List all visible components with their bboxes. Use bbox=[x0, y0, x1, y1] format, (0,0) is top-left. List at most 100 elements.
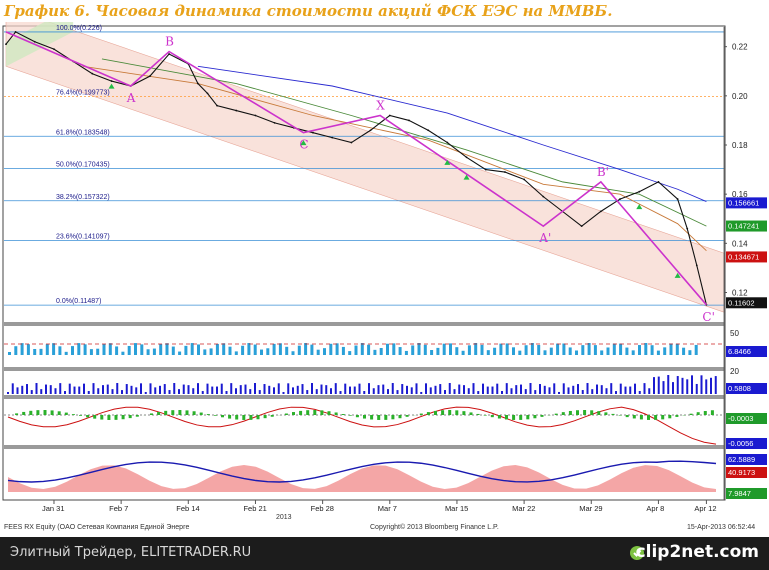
volume-bar bbox=[78, 386, 81, 394]
price-point bbox=[91, 72, 94, 75]
x-tick-label: Feb 21 bbox=[243, 504, 266, 513]
volume-bar bbox=[543, 385, 546, 394]
histogram-bar bbox=[52, 343, 56, 355]
histogram-bar bbox=[600, 350, 604, 355]
oscillator-bar bbox=[313, 410, 317, 415]
volume-bar bbox=[700, 375, 703, 394]
volume-bar bbox=[619, 383, 622, 394]
volume-bar bbox=[40, 389, 43, 394]
volume-bar bbox=[87, 391, 90, 394]
volume-bar bbox=[429, 387, 432, 394]
volume-bar bbox=[30, 390, 33, 394]
histogram-bar bbox=[323, 348, 326, 355]
histogram-bar bbox=[26, 344, 30, 355]
oscillator-bar bbox=[284, 413, 288, 415]
histogram-bar bbox=[171, 346, 175, 355]
oscillator-bar bbox=[647, 415, 650, 420]
price-point bbox=[657, 180, 660, 183]
x-tick-label: Feb 7 bbox=[109, 504, 128, 513]
volume-bar bbox=[187, 385, 190, 394]
oscillator-bar bbox=[93, 415, 97, 419]
oscillator-bar bbox=[43, 410, 47, 415]
oscillator-bar bbox=[334, 412, 338, 415]
volume-bar bbox=[491, 386, 494, 394]
oscillator-bar bbox=[256, 415, 260, 420]
price-point bbox=[168, 53, 171, 55]
volume-bar bbox=[534, 390, 537, 394]
histogram-bar bbox=[631, 350, 635, 355]
histogram-bar bbox=[184, 345, 188, 355]
clip-icon bbox=[630, 546, 644, 560]
histogram-bar bbox=[115, 346, 119, 355]
volume-bar bbox=[562, 383, 565, 394]
dmi-area bbox=[8, 465, 716, 492]
price-point bbox=[216, 104, 218, 107]
oscillator-bar bbox=[135, 415, 139, 417]
volume-bar bbox=[406, 385, 408, 394]
signal-arrow bbox=[463, 174, 470, 180]
oscillator-bar bbox=[426, 412, 430, 415]
histogram-bar bbox=[512, 347, 515, 355]
volume-bar bbox=[216, 386, 218, 394]
signal-arrow bbox=[444, 159, 451, 165]
volume-bar bbox=[125, 384, 128, 394]
oscillator-bar bbox=[561, 412, 565, 415]
histogram-bar bbox=[20, 343, 24, 355]
oscillator-bar bbox=[434, 410, 437, 415]
panel-badge-bg bbox=[726, 488, 767, 499]
volume-bar bbox=[391, 383, 394, 394]
histogram-bar bbox=[247, 343, 251, 355]
histogram-bar bbox=[379, 348, 383, 355]
price-point bbox=[110, 80, 113, 82]
volume-bar bbox=[140, 383, 142, 394]
histogram-bar bbox=[675, 343, 679, 355]
histogram-bar bbox=[222, 343, 226, 355]
price-point bbox=[523, 178, 526, 181]
volume-bar bbox=[235, 388, 237, 394]
brand-logo[interactable]: clip2net.com bbox=[635, 542, 759, 562]
volume-bar bbox=[330, 388, 332, 394]
histogram-bar bbox=[638, 345, 641, 355]
volume-bar bbox=[301, 384, 304, 394]
histogram-bar bbox=[575, 350, 578, 355]
volume-bar bbox=[415, 383, 418, 394]
histogram-bar bbox=[581, 345, 585, 355]
oscillator-bar bbox=[235, 415, 239, 420]
price-point bbox=[446, 141, 449, 144]
x-tick-label: Apr 12 bbox=[694, 504, 716, 513]
oscillator-bar bbox=[36, 410, 40, 415]
wave-label: A bbox=[126, 91, 136, 105]
x-tick-label: Jan 31 bbox=[42, 504, 65, 513]
oscillator-bar bbox=[554, 413, 558, 415]
oscillator-bar bbox=[462, 411, 466, 415]
price-point bbox=[14, 31, 17, 33]
volume-bar bbox=[59, 383, 62, 394]
volume-bar bbox=[505, 383, 508, 394]
histogram-bar bbox=[159, 344, 163, 355]
oscillator-bar bbox=[213, 415, 217, 416]
histogram-bar bbox=[127, 345, 131, 355]
price-badge-bg bbox=[726, 220, 767, 232]
oscillator-bar bbox=[469, 412, 473, 415]
value-badges: 0.156661 0.147241 0.134671 0.11602 6.8466 0.5… bbox=[726, 197, 767, 499]
volume-bar bbox=[154, 387, 157, 394]
panel-badge: -0.0003 bbox=[728, 414, 753, 423]
oscillator-bar bbox=[228, 415, 232, 419]
volume-bar bbox=[382, 384, 385, 394]
volume-bar bbox=[273, 387, 275, 394]
volume-bar bbox=[501, 390, 503, 394]
price-badge: 0.134671 bbox=[728, 252, 759, 261]
price-point bbox=[5, 43, 7, 46]
volume-bar bbox=[458, 384, 461, 394]
histogram-bar bbox=[404, 350, 408, 355]
histogram-bar bbox=[33, 348, 37, 355]
histogram-bar bbox=[568, 347, 572, 355]
security-label: FEES RX Equity (OAO Сетевая Компания Еди… bbox=[4, 523, 189, 531]
volume-bar bbox=[230, 383, 233, 394]
oscillator-bar bbox=[100, 415, 104, 420]
histogram-bar bbox=[682, 347, 686, 355]
oscillator-bar bbox=[419, 413, 423, 415]
oscillator-bar bbox=[441, 410, 445, 415]
moving-average-line bbox=[82, 65, 707, 252]
volume-bar bbox=[144, 391, 147, 394]
